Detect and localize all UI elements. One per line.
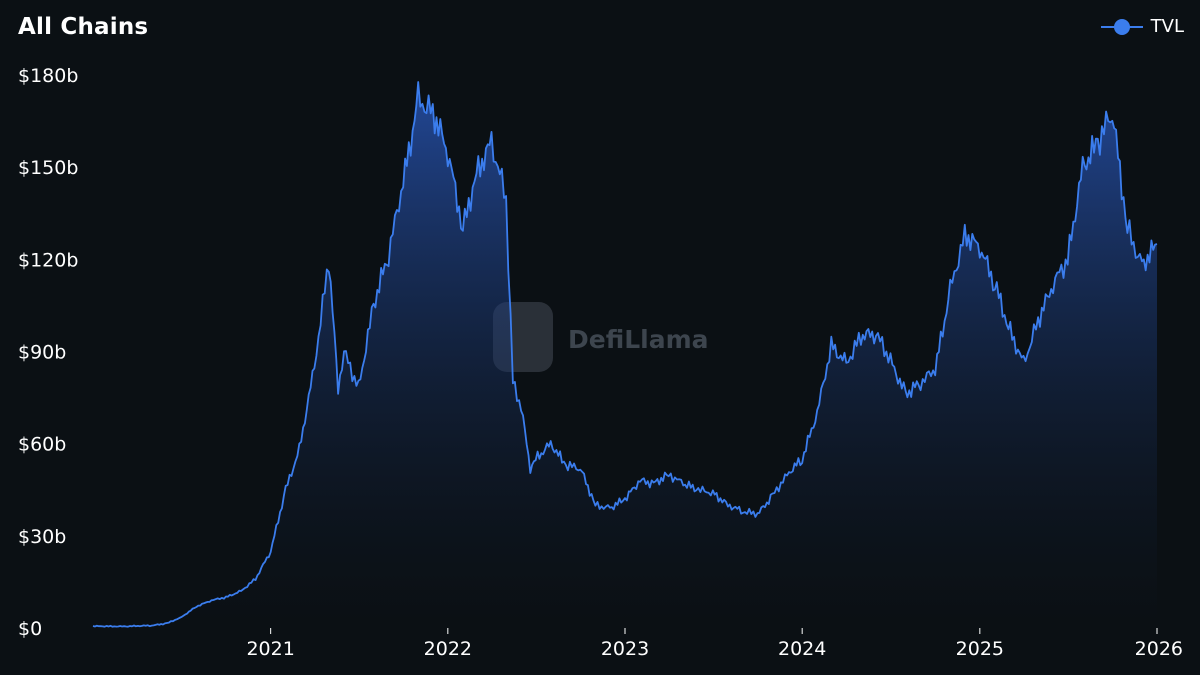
defillama-watermark: DefiLlama xyxy=(493,302,709,372)
y-tick-label: $150b xyxy=(18,157,78,179)
y-tick-label: $30b xyxy=(18,526,66,548)
chart-title: All Chains xyxy=(18,14,149,40)
legend-swatch-icon xyxy=(1100,17,1143,37)
x-tick-label: 2025 xyxy=(956,638,1004,660)
tvl-area xyxy=(93,82,1157,628)
x-tick-label: 2022 xyxy=(424,638,472,660)
watermark-text: DefiLlama xyxy=(568,325,709,354)
y-tick-label: $90b xyxy=(18,342,66,364)
x-tick-label: 2026 xyxy=(1135,638,1183,660)
x-tick-label: 2021 xyxy=(246,638,294,660)
x-tick-label: 2024 xyxy=(778,638,826,660)
legend[interactable]: TVL xyxy=(1100,16,1184,37)
legend-label: TVL xyxy=(1150,16,1184,37)
y-tick-label: $0 xyxy=(18,618,42,640)
y-tick-label: $180b xyxy=(18,65,78,87)
y-tick-label: $60b xyxy=(18,434,66,456)
y-tick-label: $120b xyxy=(18,249,78,271)
legend-dot xyxy=(1113,18,1130,35)
x-tick-label: 2023 xyxy=(601,638,649,660)
tvl-line xyxy=(92,81,1158,628)
